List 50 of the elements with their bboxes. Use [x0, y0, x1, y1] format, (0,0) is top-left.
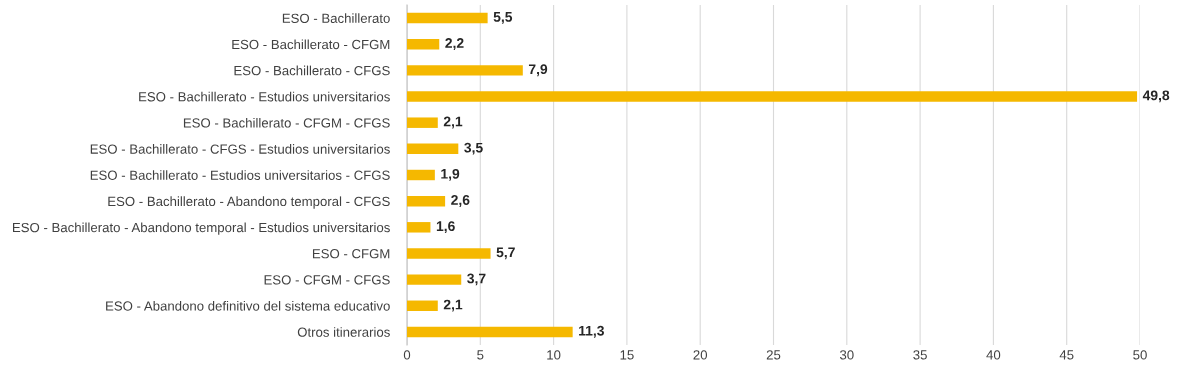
- bar: [407, 300, 438, 311]
- bar: [407, 143, 459, 155]
- x-tick-label: 45: [1059, 350, 1074, 360]
- data-label: 11,3: [579, 325, 604, 338]
- x-tick-label: 15: [620, 350, 634, 360]
- bar: [407, 274, 462, 285]
- bar: [407, 39, 440, 50]
- data-label: 2,1: [443, 116, 463, 129]
- data-label: 5,7: [496, 247, 515, 260]
- data-label: 3,7: [467, 273, 486, 286]
- data-label: 3,5: [464, 142, 483, 155]
- data-label: 49,8: [1142, 90, 1170, 103]
- y-tick-label: ESO - Bachillerato - Abandono temporal - Estudios universitarios: [13, 222, 390, 235]
- y-tick-label: ESO - CFGM - CFGS: [264, 275, 390, 285]
- data-label: 1,6: [436, 221, 455, 234]
- y-tick-label: Otros itinerarios: [297, 327, 390, 337]
- bar: [407, 326, 573, 338]
- data-label: 2,6: [451, 195, 470, 207]
- x-tick-label: 5: [477, 350, 484, 360]
- bar: [407, 91, 1138, 102]
- y-tick-label: ESO - Bachillerato - CFGM: [232, 39, 390, 50]
- x-tick-label: 30: [839, 350, 854, 360]
- y-tick-label: ESO - Bachillerato: [282, 13, 390, 23]
- y-tick-label: ESO - Bachillerato - CFGS: [234, 65, 390, 76]
- x-tick-label: 0: [403, 350, 411, 360]
- data-label: 2,2: [445, 38, 464, 50]
- bar: [407, 222, 431, 233]
- bar: [407, 117, 438, 128]
- data-label: 7,9: [528, 64, 548, 77]
- y-tick-label: ESO - Bachillerato - Abandono temporal - CFGS: [108, 196, 390, 209]
- x-tick-label: 40: [986, 350, 1001, 360]
- y-tick-label: ESO - Abandono definitivo del sistema educativo: [106, 300, 390, 311]
- bar: [407, 12, 488, 24]
- x-tick-label: 35: [913, 350, 927, 360]
- bar: [407, 195, 446, 207]
- data-label: 2,1: [443, 299, 463, 312]
- bar: [407, 248, 491, 259]
- y-tick-label: ESO - Bachillerato - CFGS - Estudios universitarios: [90, 144, 390, 154]
- x-tick-label: 20: [693, 350, 708, 360]
- bar: [407, 65, 523, 76]
- y-tick-label: ESO - Bachillerato - CFGM - CFGS: [183, 117, 390, 128]
- bar: [407, 169, 435, 181]
- y-tick-label: ESO - Bachillerato - Estudios universitarios - CFGS: [90, 170, 390, 180]
- x-tick-label: 50: [1133, 350, 1147, 360]
- data-label: 1,9: [441, 168, 460, 181]
- x-tick-label: 10: [547, 350, 561, 360]
- y-tick-label: ESO - Bachillerato - Estudios universitarios: [139, 91, 390, 102]
- y-tick-label: ESO - CFGM: [312, 249, 390, 259]
- data-label: 5,5: [493, 12, 513, 24]
- x-tick-label: 25: [766, 350, 781, 360]
